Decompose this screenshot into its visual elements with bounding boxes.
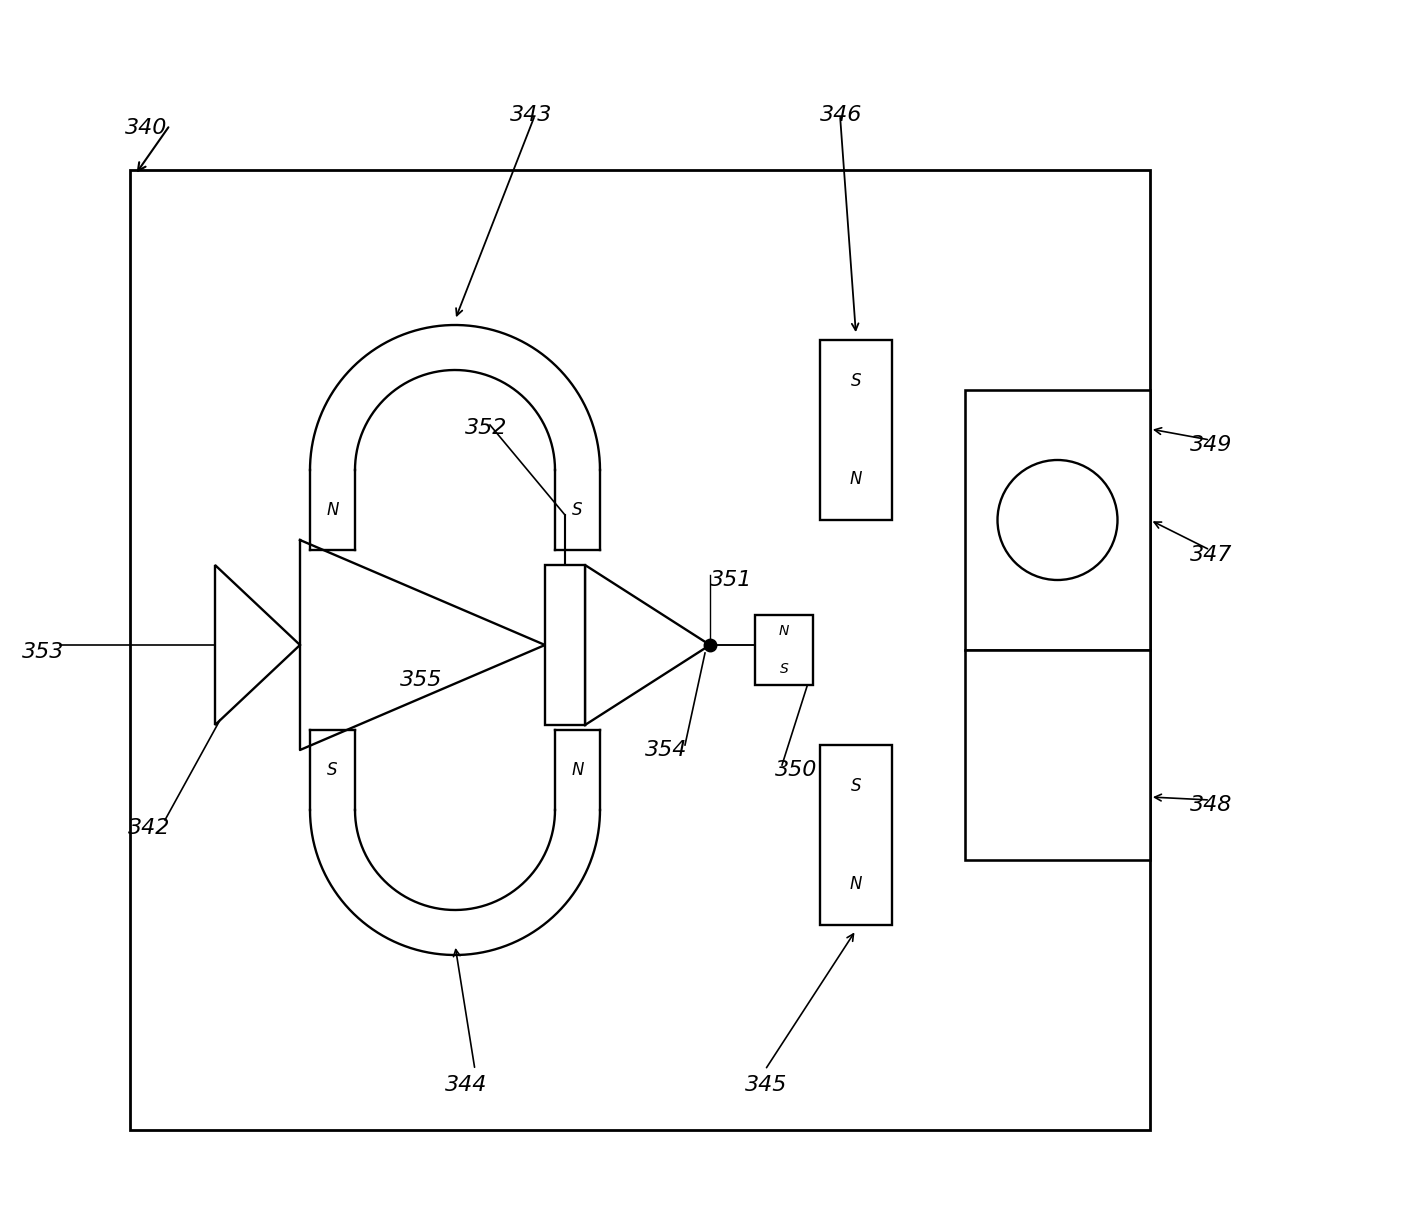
Text: 350: 350 [774,760,817,780]
Text: N: N [571,761,584,780]
Text: 349: 349 [1189,436,1232,455]
Text: 345: 345 [745,1075,787,1096]
Text: 355: 355 [399,670,442,691]
Text: 342: 342 [128,817,171,838]
Text: 351: 351 [710,570,752,590]
Text: 340: 340 [125,118,168,138]
Text: 343: 343 [510,105,553,124]
Bar [546,565,585,725]
Bar [820,745,892,925]
Text: 352: 352 [465,418,507,438]
Text: N: N [327,501,338,518]
Text: N: N [850,470,863,488]
Bar [755,615,813,684]
Bar [129,170,1150,1130]
Text: S: S [327,761,338,780]
Text: 348: 348 [1189,795,1232,815]
Bar [965,650,1150,860]
Text: 347: 347 [1189,545,1232,565]
Text: S: S [851,777,861,795]
Text: 353: 353 [21,642,64,662]
Text: 354: 354 [645,741,688,760]
Bar [965,390,1150,650]
Text: S: S [780,662,789,676]
Text: N: N [779,625,789,638]
Text: 344: 344 [445,1075,487,1096]
Text: S: S [851,372,861,390]
Text: 346: 346 [820,105,863,124]
Bar [820,340,892,520]
Text: N: N [850,875,863,893]
Text: S: S [573,501,583,518]
